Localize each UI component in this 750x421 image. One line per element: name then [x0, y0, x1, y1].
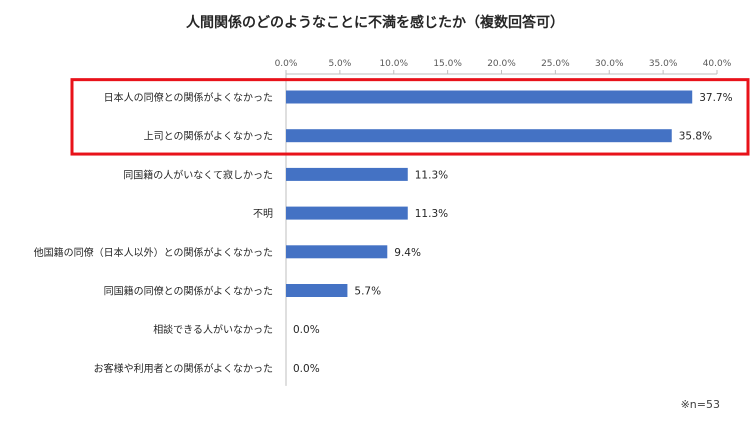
x-tick-label: 20.0% [487, 59, 516, 69]
bar [286, 245, 388, 259]
data-label: 37.7% [699, 92, 732, 104]
x-tick-label: 40.0% [703, 59, 732, 69]
bar [286, 167, 408, 181]
x-tick-label: 0.0% [275, 59, 298, 69]
data-label: 11.3% [415, 208, 448, 220]
category-label: お客様や利用者との関係がよくなかった [94, 362, 273, 375]
data-label: 35.8% [679, 131, 712, 143]
bar [286, 284, 348, 297]
chart-title: 人間関係のどのようなことに不満を感じたか（複数回答可） [186, 15, 564, 31]
bar [286, 129, 672, 143]
category-label: 上司との関係がよくなかった [144, 130, 273, 143]
category-label: 同国籍の同僚との関係がよくなかった [104, 285, 273, 298]
category-label: 他国籍の同僚（日本人以外）との関係がよくなかった [34, 246, 273, 259]
category-label: 不明 [253, 208, 273, 220]
bar [286, 90, 693, 104]
category-label: 日本人の同僚との関係がよくなかった [104, 91, 273, 104]
x-tick-label: 5.0% [328, 59, 351, 69]
x-tick-label: 25.0% [541, 59, 570, 69]
x-tick-label: 35.0% [649, 59, 678, 69]
data-label: 0.0% [293, 363, 320, 375]
data-label: 0.0% [293, 324, 320, 336]
data-label: 11.3% [415, 169, 448, 181]
sample-size-note: ※n=53 [680, 398, 720, 411]
x-tick-label: 10.0% [379, 59, 408, 69]
data-label: 5.7% [354, 286, 381, 298]
category-label: 同国籍の人がいなくて寂しかった [123, 168, 273, 181]
x-tick-label: 15.0% [433, 59, 462, 69]
x-tick-label: 30.0% [595, 59, 624, 69]
highlight-box [70, 78, 750, 156]
data-label: 9.4% [394, 247, 421, 259]
category-label: 相談できる人がいなかった [153, 323, 273, 336]
bar [286, 206, 408, 220]
